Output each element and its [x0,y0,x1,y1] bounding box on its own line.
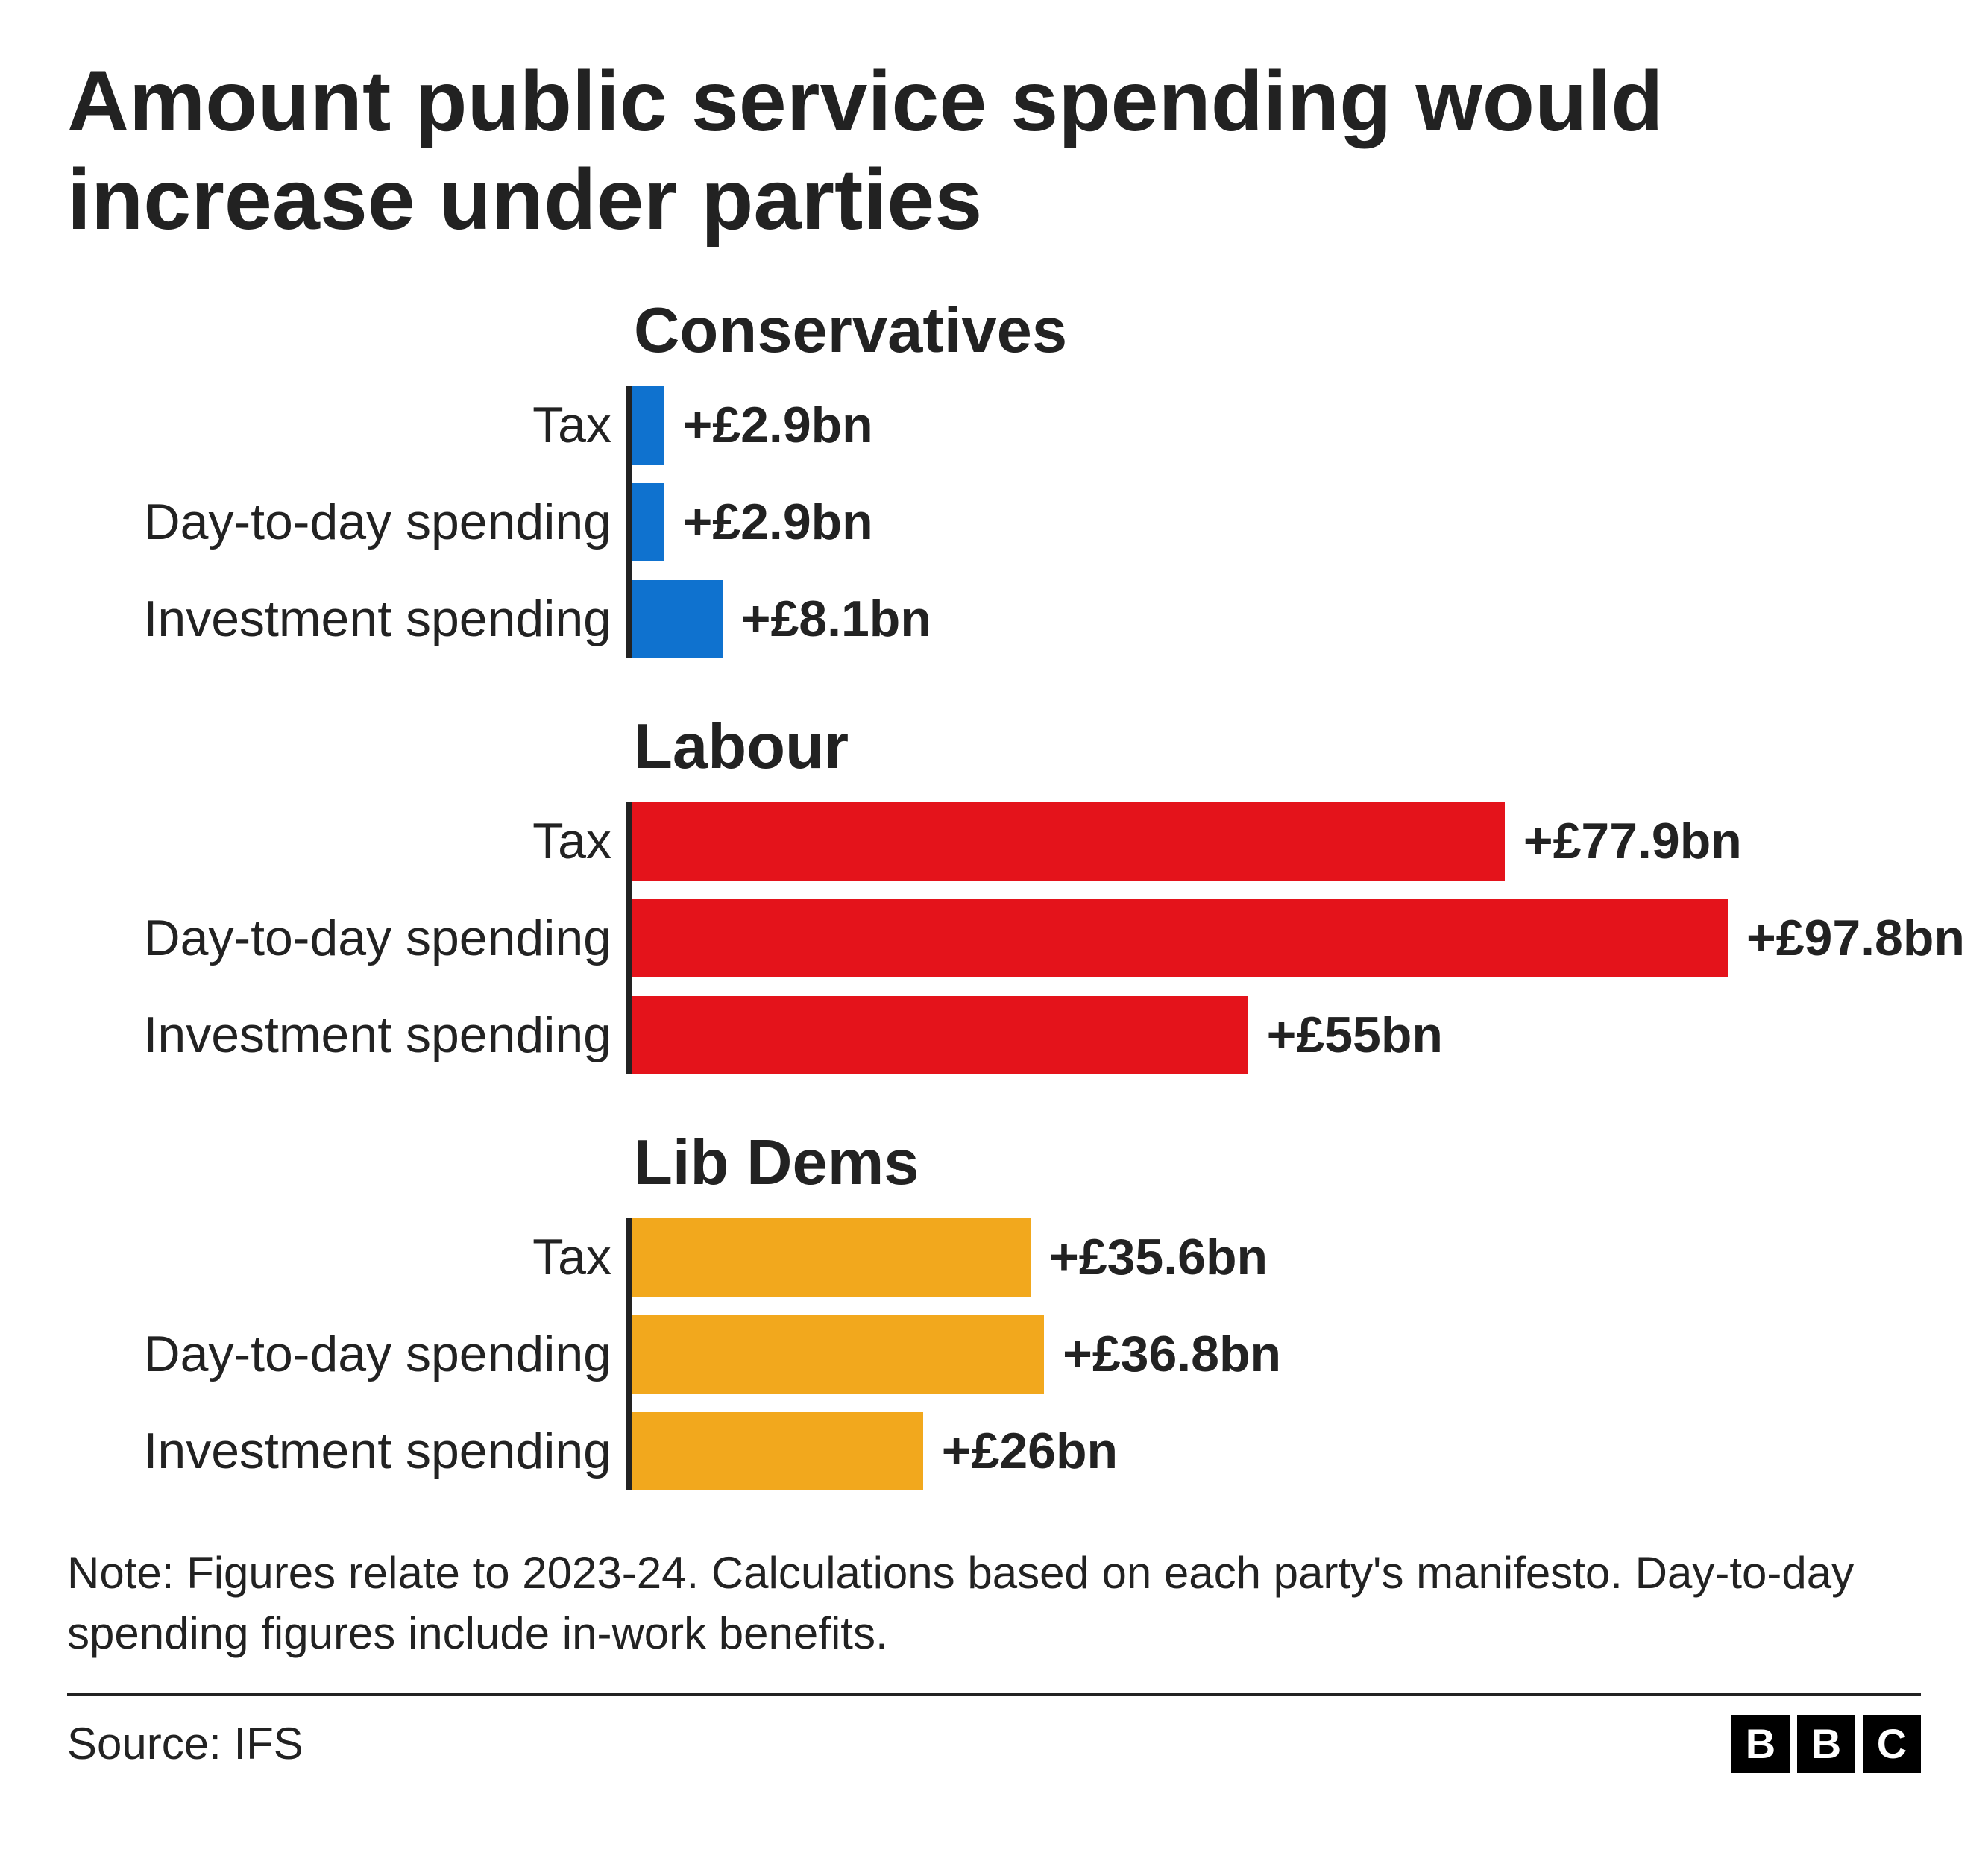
group-rows: Tax +£2.9bn Day-to-day spending +£2.9bn Inve… [67,386,1921,658]
footer-rule [67,1693,1921,1696]
bar-value-label: +£35.6bn [1049,1228,1268,1286]
bbc-logo-box: B [1797,1715,1855,1773]
bar-value-label: +£2.9bn [683,493,873,551]
bar-category-label: Investment spending [67,1422,626,1480]
bar-category-label: Day-to-day spending [67,909,626,967]
bar-category-label: Tax [67,1228,626,1286]
bar-row: Tax +£35.6bn [67,1218,1921,1297]
bar-row: Investment spending +£8.1bn [67,580,1921,658]
bar-row: Investment spending +£26bn [67,1412,1921,1490]
bbc-logo-box: C [1863,1715,1921,1773]
group-rows: Tax +£35.6bn Day-to-day spending +£36.8bn In… [67,1218,1921,1490]
bar-row: Day-to-day spending+£97.8bn [67,899,1921,977]
bar [632,802,1505,881]
chart-group: LabourTax +£77.9bn Day-to-day spending+£97… [67,711,1921,1074]
bar-category-label: Day-to-day spending [67,493,626,551]
bar-area: +£2.9bn [626,483,1921,561]
bar-area: +£55bn [626,996,1921,1074]
group-heading: Lib Dems [634,1127,1921,1200]
axis-line [626,977,632,1074]
bar-row: Day-to-day spending +£36.8bn [67,1315,1921,1394]
bar-area: +£2.9bn [626,386,1921,465]
bar-row: Investment spending +£55bn [67,996,1921,1074]
bar-category-label: Investment spending [67,590,626,648]
bar-value-label: +£55bn [1267,1006,1443,1064]
bar-row: Tax +£2.9bn [67,386,1921,465]
bar-area: +£26bn [626,1412,1921,1490]
chart-footer: Source: IFS BBC [67,1715,1921,1773]
bar-value-label: +£2.9bn [683,396,873,454]
bar-area: +£97.8bn [626,899,1965,977]
bar [632,899,1728,977]
bar-category-label: Investment spending [67,1006,626,1064]
source-text: Source: IFS [67,1718,303,1769]
bar [632,1315,1044,1394]
bar-value-label: +£26bn [942,1422,1118,1480]
bar-row: Day-to-day spending +£2.9bn [67,483,1921,561]
chart-container: Amount public service spending would inc… [0,0,1988,1864]
bar [632,386,664,465]
bar-category-label: Tax [67,812,626,870]
bar [632,1412,923,1490]
bar-value-label: +£77.9bn [1523,812,1742,870]
group-heading: Conservatives [634,295,1921,368]
bar-value-label: +£97.8bn [1746,909,1965,967]
bar [632,1218,1031,1297]
bar-category-label: Day-to-day spending [67,1325,626,1383]
bar-value-label: +£36.8bn [1063,1325,1281,1383]
bar-area: +£36.8bn [626,1315,1921,1394]
bar [632,483,664,561]
bar-category-label: Tax [67,396,626,454]
chart-title: Amount public service spending would inc… [67,52,1921,250]
chart-group: ConservativesTax+£2.9bnDay-to-day spendi… [67,295,1921,658]
bar-area: +£77.9bn [626,802,1921,881]
bbc-logo-box: B [1731,1715,1790,1773]
chart-groups: ConservativesTax+£2.9bnDay-to-day spendi… [67,295,1921,1490]
bar-area: +£35.6bn [626,1218,1921,1297]
axis-line [626,1394,632,1490]
group-rows: Tax +£77.9bn Day-to-day spending+£97.8bn In… [67,802,1921,1074]
group-heading: Labour [634,711,1921,784]
chart-group: Lib DemsTax +£35.6bn Day-to-day spending +£… [67,1127,1921,1490]
bar-row: Tax +£77.9bn [67,802,1921,881]
chart-note: Note: Figures relate to 2023-24. Calcula… [67,1543,1921,1663]
bar [632,996,1248,1074]
bbc-logo: BBC [1731,1715,1921,1773]
bar [632,580,723,658]
bar-area: +£8.1bn [626,580,1921,658]
axis-line [626,561,632,658]
bar-value-label: +£8.1bn [741,590,931,648]
